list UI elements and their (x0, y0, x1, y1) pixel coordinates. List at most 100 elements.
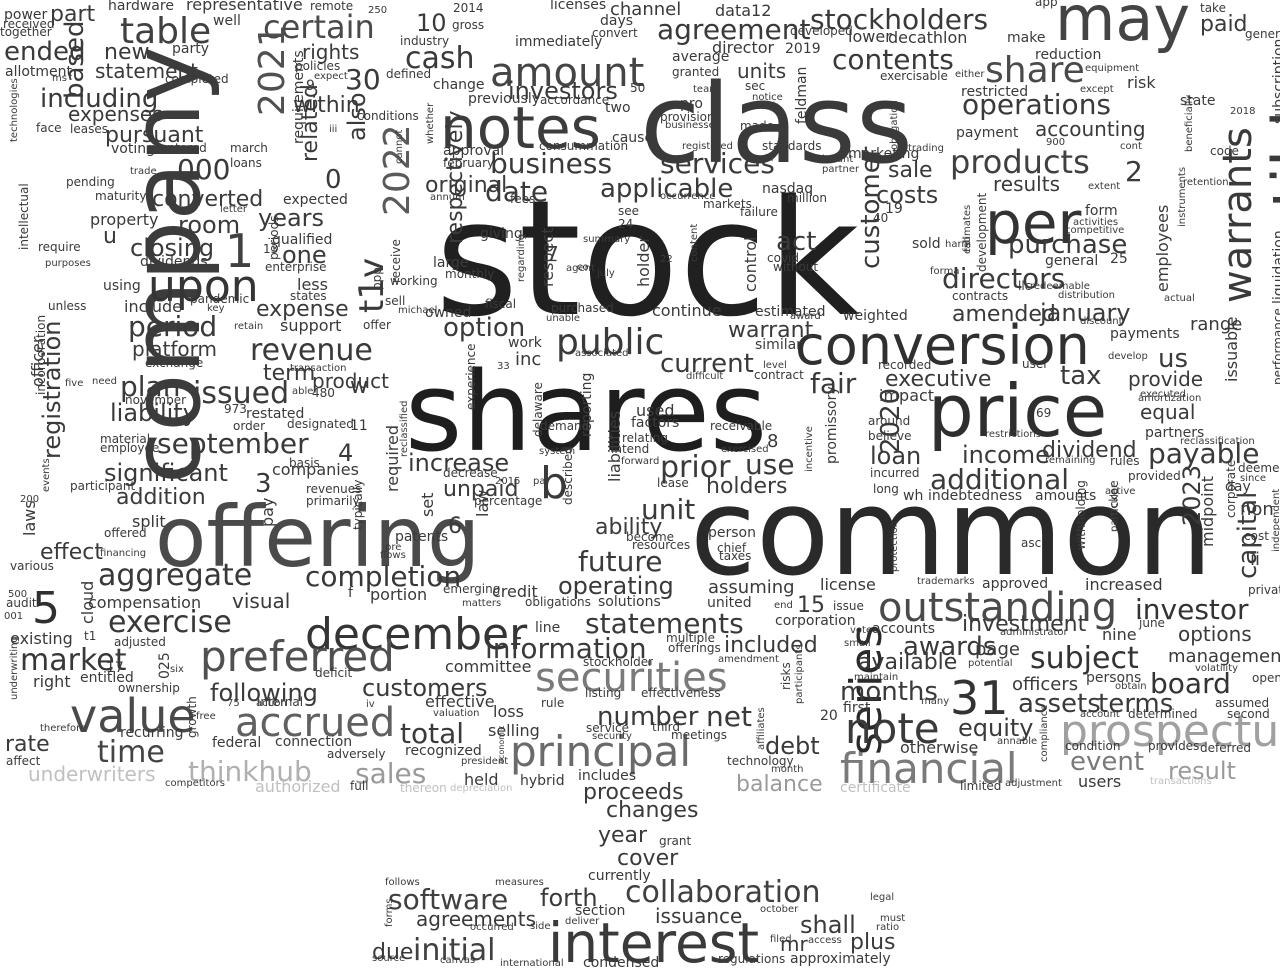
word-whether: whether (425, 102, 436, 144)
word-respect: respect (538, 227, 557, 288)
word-purposes: purposes (45, 258, 91, 269)
word-june: june (1139, 616, 1165, 631)
word-portion: portion (370, 585, 428, 605)
word-increase: increase (408, 448, 510, 477)
word-use: use (745, 447, 795, 481)
word-obtain: obtain (1115, 681, 1147, 692)
word-agreements: agreements (416, 907, 537, 931)
word-flows: flows (380, 550, 406, 561)
word-value: value (70, 689, 196, 744)
word-free: free (196, 711, 216, 722)
word-agent: agent (566, 263, 595, 274)
word-percentage: percentage (474, 494, 543, 509)
word-provides: provides (1148, 739, 1200, 754)
word-directors: directors (942, 261, 1066, 295)
word-matters: matters (462, 598, 502, 609)
word-internal: internal (257, 695, 304, 710)
word-amendment: amendment (718, 654, 779, 665)
word-part: part (50, 2, 96, 28)
word-full: full (350, 779, 369, 794)
word-contract: contract (754, 368, 804, 383)
word-forward: forward (621, 456, 660, 467)
word-001: 001 (4, 611, 24, 622)
word-respectively: respectively (443, 110, 468, 245)
word-regarding: regarding (516, 233, 527, 282)
word-one: one (282, 240, 327, 269)
word-subscription: subscription (1271, 38, 1280, 124)
word-due: due (372, 940, 414, 966)
word-nine: nine (1102, 625, 1137, 645)
word-addition: addition (116, 485, 206, 511)
word-1: 1 (225, 224, 255, 279)
word-risk: risk (1127, 73, 1156, 93)
word-businesses: businesses (665, 120, 720, 131)
word-restricted: restricted (961, 83, 1029, 100)
word-recorded: recorded (878, 358, 932, 373)
word-property: property (90, 210, 159, 230)
word-8: 8 (767, 430, 779, 452)
word-employee: employee (100, 441, 160, 456)
word-operations: operations (962, 87, 1112, 121)
word-withholding: withholding (1074, 480, 1088, 551)
word-fiscal: fiscal (485, 297, 517, 312)
word-rights: rights (302, 40, 360, 64)
word-10: 10 (416, 8, 447, 37)
word-restrictions: restrictions (985, 429, 1041, 440)
word-holder: holder (634, 236, 653, 288)
word-t1: t1 (84, 629, 97, 644)
word-reduction: reduction (1035, 46, 1102, 63)
word-convert: convert (592, 26, 638, 41)
word-software: software (388, 882, 509, 916)
word-basis: basis (289, 456, 320, 471)
word-rate: rate (5, 732, 50, 758)
word-event: event (1070, 747, 1145, 778)
word-act: act (776, 227, 817, 258)
word-used: used (636, 401, 675, 421)
word-license: license (820, 575, 876, 595)
word-granted: granted (672, 65, 720, 80)
word-trade: trade (130, 166, 157, 177)
word-existing: existing (10, 629, 73, 649)
word-maintain: maintain (854, 672, 899, 683)
word-common: common (690, 464, 1213, 603)
word-recognized: recognized (405, 742, 482, 759)
word-following: following (210, 678, 318, 707)
word-continue: continue (652, 301, 722, 321)
word-markets: markets (703, 197, 752, 212)
word-ppp: ppp (370, 267, 384, 291)
word-income: income (962, 440, 1050, 469)
word-state: state (1180, 92, 1216, 109)
word-exercisable: exercisable (880, 69, 948, 84)
word-corporation: corporation (775, 612, 856, 629)
word-available: available (858, 650, 958, 676)
word-units: units (737, 59, 787, 83)
word-see: see (618, 204, 640, 219)
word-room: room (178, 210, 241, 239)
word-may: may (1055, 0, 1191, 56)
word-pandemic: pandemic (190, 292, 250, 307)
word-compliance: compliance (1039, 704, 1050, 762)
word-allotment: allotment (5, 63, 73, 80)
word-subject: subject (1030, 641, 1139, 676)
word-set: set (418, 492, 437, 518)
word-liquidation: liquidation (1271, 230, 1280, 304)
word-2014: 2014 (453, 1, 484, 16)
word-split: split (132, 512, 166, 532)
word-incentive: incentive (804, 426, 815, 472)
word-held: held (464, 770, 499, 790)
word-channel: channel (610, 0, 682, 20)
word-500: 500 (8, 589, 28, 600)
word-associated: associated (575, 348, 629, 359)
word-deemed: deemed (1238, 461, 1280, 476)
word-900: 900 (1046, 137, 1066, 148)
word-plan: plan (120, 369, 181, 403)
word-expenses: expenses (68, 102, 163, 126)
word-contracts: contracts (952, 289, 1009, 304)
word-terms: terms (1098, 689, 1174, 720)
word-options: options (1178, 622, 1252, 646)
word-debt: debt (765, 731, 820, 760)
word-code: code (1210, 144, 1239, 159)
word-4: 4 (338, 438, 354, 467)
word-similar: similar (755, 336, 802, 353)
word-determined: determined (1128, 707, 1198, 722)
